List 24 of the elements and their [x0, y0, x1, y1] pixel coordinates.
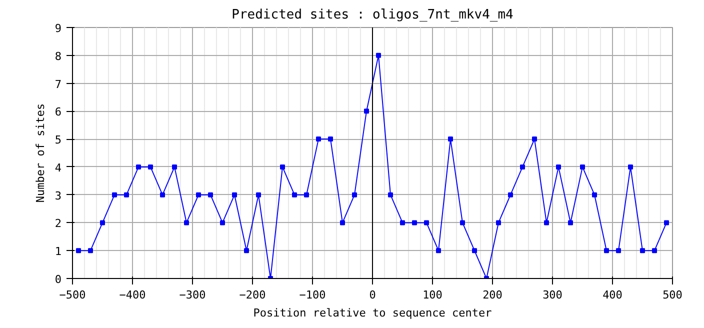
- chart-title: Predicted sites : oligos_7nt_mkv4_m4: [232, 8, 514, 22]
- x-tick-label: 0: [369, 288, 376, 302]
- y-tick-label: 5: [54, 134, 62, 147]
- x-tick-label: −100: [299, 288, 326, 302]
- x-tick-label: −400: [119, 288, 146, 302]
- y-axis-title: Number of sites: [34, 103, 47, 203]
- y-tick-label: 1: [54, 245, 62, 258]
- x-axis-title: Position relative to sequence center: [253, 306, 492, 320]
- y-tick-label: 2: [54, 217, 62, 230]
- y-tick-label: 6: [54, 106, 62, 119]
- y-tick-label: 8: [54, 50, 62, 63]
- x-tick-label: 300: [542, 288, 562, 302]
- x-tick-label: −200: [239, 288, 266, 302]
- x-tick-label: −500: [59, 288, 86, 302]
- x-tick-label: 500: [662, 288, 682, 302]
- x-tick-label: −300: [179, 288, 206, 302]
- x-tick-label: 200: [482, 288, 502, 302]
- y-tick-label: 7: [54, 78, 62, 91]
- y-tick-label: 0: [54, 273, 62, 286]
- x-tick-label: 400: [602, 288, 622, 302]
- x-tick-label: 100: [422, 288, 442, 302]
- y-tick-label: 4: [54, 161, 62, 174]
- y-tick-label: 9: [54, 22, 62, 35]
- y-tick-label: 3: [54, 189, 62, 202]
